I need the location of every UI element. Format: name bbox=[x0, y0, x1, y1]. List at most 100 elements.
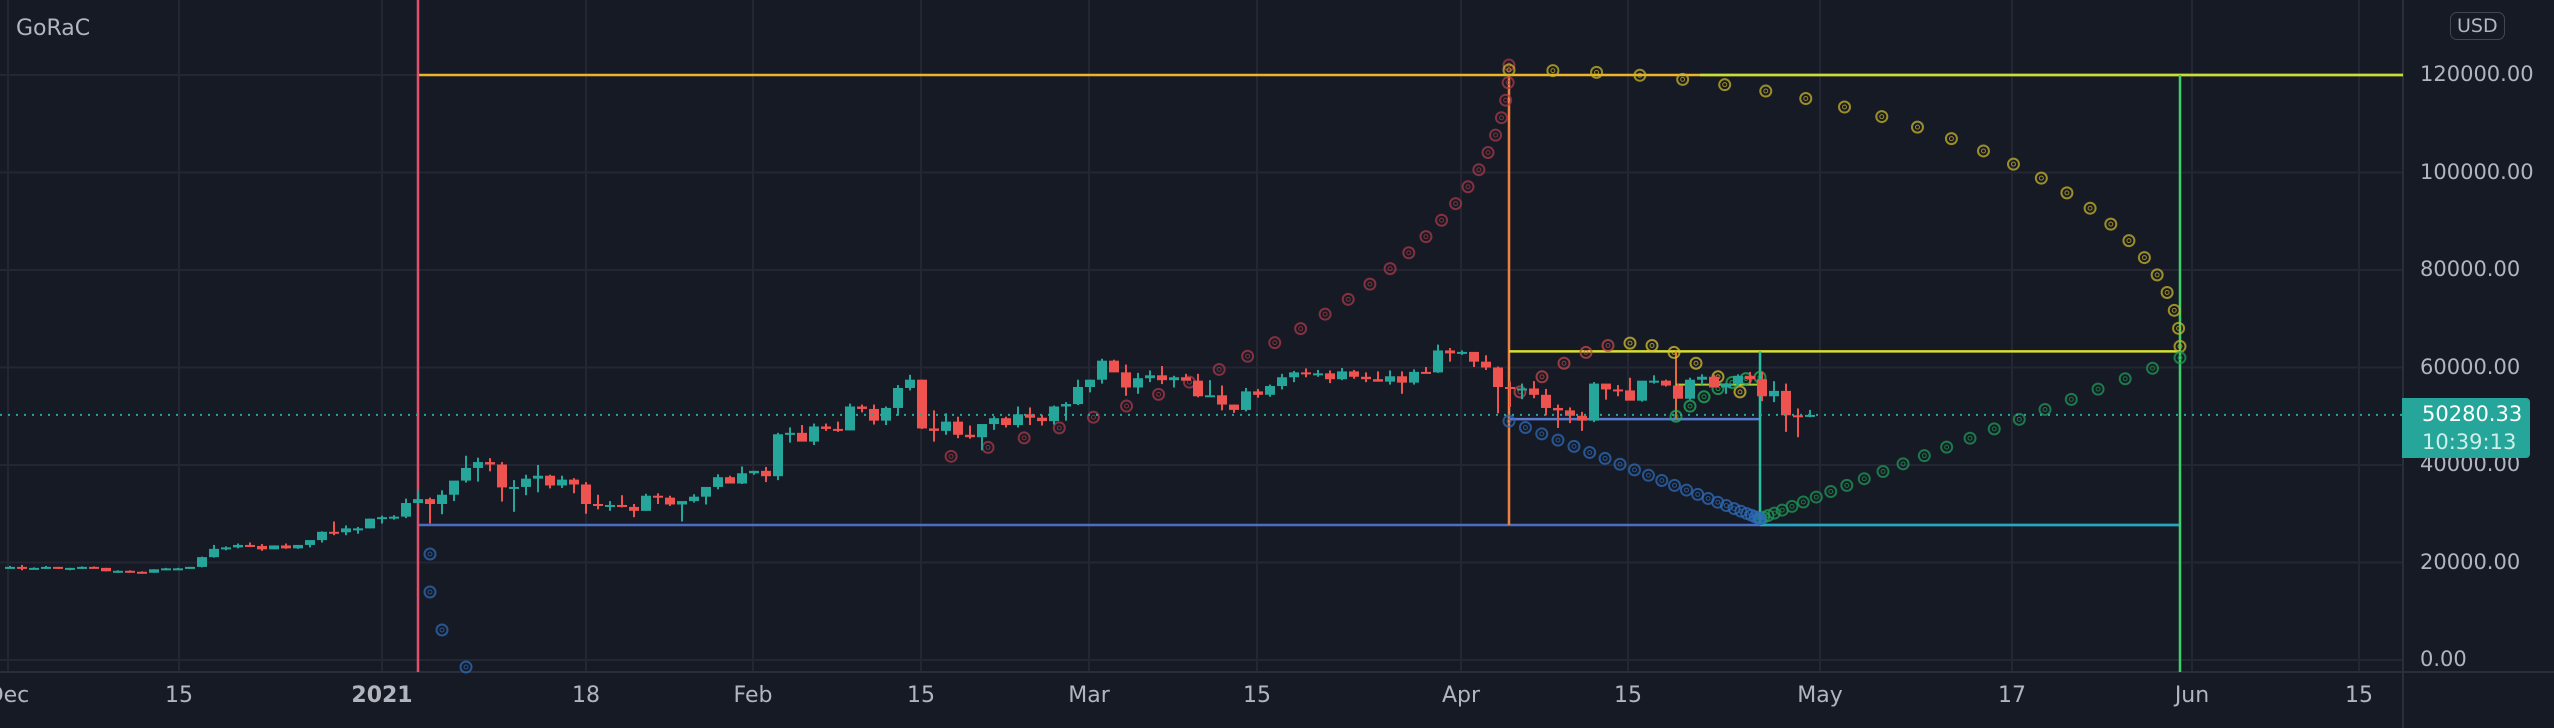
yellow-arc-dot bbox=[2038, 175, 2044, 181]
red-arc-dot bbox=[1461, 180, 1475, 194]
candle-body bbox=[89, 566, 99, 569]
blue-arc-dot bbox=[1535, 427, 1549, 441]
yellow-arc-dot bbox=[1633, 68, 1647, 82]
candle-body bbox=[1217, 395, 1227, 405]
candle-body bbox=[317, 531, 327, 541]
yellow-arc-dot bbox=[2064, 190, 2070, 196]
candle-body bbox=[977, 424, 987, 438]
red-arc-dot bbox=[1341, 292, 1355, 306]
candle-body bbox=[1061, 404, 1071, 407]
inner-arc-dot bbox=[1733, 385, 1747, 399]
yellow-arc-dot bbox=[1914, 124, 1920, 130]
candle-body bbox=[1385, 376, 1395, 382]
inner-arc-dot bbox=[1689, 356, 1703, 370]
blue-arc-dot bbox=[1587, 449, 1593, 455]
green-arc-dot bbox=[1844, 482, 1850, 488]
blue-arc-dot bbox=[1613, 457, 1627, 471]
blue-arc-dot bbox=[1583, 445, 1597, 459]
currency-button[interactable]: USD bbox=[2450, 12, 2505, 40]
red-arc-dot bbox=[1449, 197, 1463, 211]
blue-arc-dot bbox=[1695, 491, 1701, 497]
green-arc-dot bbox=[1940, 440, 1954, 454]
candle-body bbox=[1073, 387, 1083, 405]
candle-body bbox=[665, 497, 675, 505]
candle-body bbox=[677, 501, 687, 505]
candle-body bbox=[761, 470, 771, 477]
green-arc-dot bbox=[2177, 355, 2183, 361]
red-arc-dot bbox=[1021, 435, 1027, 441]
candle-body bbox=[1637, 380, 1647, 401]
candle-body bbox=[269, 545, 279, 550]
inner-green-dot bbox=[1701, 394, 1707, 400]
yellow-arc-dot bbox=[2160, 285, 2174, 299]
green-arc-dot bbox=[2068, 396, 2074, 402]
blue-arc-dot bbox=[1555, 437, 1561, 443]
red-arc-dot bbox=[1090, 414, 1096, 420]
candle-body bbox=[233, 544, 243, 548]
candle-body bbox=[1601, 383, 1611, 390]
blue-arc-dot bbox=[1757, 516, 1763, 522]
red-arc-dot bbox=[1216, 366, 1222, 372]
last-price-value: 50280.33 bbox=[2422, 402, 2523, 426]
candle-body bbox=[17, 566, 27, 569]
candle-body bbox=[1049, 406, 1059, 422]
candle-body bbox=[1109, 360, 1119, 373]
green-arc-dot bbox=[1840, 478, 1854, 492]
green-arc-dot bbox=[2038, 402, 2052, 416]
yellow-arc-dot bbox=[1759, 84, 1773, 98]
green-arc-dot bbox=[1917, 449, 1931, 463]
candle-body bbox=[221, 547, 231, 550]
green-arc-dot bbox=[2012, 412, 2026, 426]
candle-body bbox=[1493, 367, 1503, 387]
candle-body bbox=[1793, 415, 1803, 418]
yellow-arc-dot bbox=[1676, 72, 1690, 86]
candle-body bbox=[569, 479, 579, 485]
red-arc-dot bbox=[1245, 353, 1251, 359]
green-arc-dot bbox=[1963, 431, 1977, 445]
candle-body bbox=[209, 548, 219, 558]
red-arc-dot bbox=[1272, 340, 1278, 346]
candle-body bbox=[509, 486, 519, 489]
candle-body bbox=[125, 570, 135, 573]
red-arc-dot bbox=[985, 444, 991, 450]
candle-body bbox=[1685, 379, 1695, 399]
blue-arc-dot bbox=[1539, 431, 1545, 437]
inner-arc-dot bbox=[1561, 360, 1567, 366]
red-arc-dot bbox=[1472, 163, 1486, 177]
blue-arc-dot bbox=[1727, 502, 1741, 516]
red-arc-dot bbox=[1453, 201, 1459, 207]
blue-arc-dot bbox=[1671, 482, 1677, 488]
blue-arc-dot bbox=[1632, 467, 1637, 473]
candle-body bbox=[1097, 360, 1107, 380]
red-arc-dot bbox=[1017, 431, 1031, 445]
green-arc-dot bbox=[1809, 490, 1823, 504]
candle-body bbox=[1193, 380, 1203, 397]
blue-arc-dot bbox=[1551, 433, 1565, 447]
yellow-arc-dot bbox=[2006, 157, 2020, 171]
candle-body bbox=[737, 473, 747, 484]
inner-arc-dot bbox=[1539, 374, 1545, 380]
yellow-arc-dot bbox=[1502, 63, 1516, 77]
yellow-arc-dot bbox=[1910, 120, 1924, 134]
red-arc-dot bbox=[1086, 410, 1100, 424]
candle-body bbox=[425, 499, 435, 504]
inner-arc-dot bbox=[1605, 343, 1611, 349]
inner-arc-dot bbox=[1667, 345, 1681, 359]
candle-body bbox=[329, 531, 339, 534]
candle-body bbox=[1613, 389, 1623, 392]
candle-body bbox=[473, 462, 483, 468]
candle-body bbox=[485, 462, 495, 465]
yellow-arc-dot bbox=[2154, 272, 2160, 278]
candle-body bbox=[29, 567, 39, 570]
candle-body bbox=[1541, 394, 1551, 408]
red-arc-dot bbox=[1156, 391, 1162, 397]
candle-body bbox=[197, 557, 207, 567]
candle-body bbox=[1757, 379, 1767, 397]
red-arc-dot bbox=[1423, 234, 1429, 240]
candle-body bbox=[1025, 414, 1035, 418]
candle-body bbox=[1253, 391, 1263, 395]
yellow-arc-dot bbox=[2176, 325, 2182, 331]
green-arc-dot bbox=[1880, 469, 1886, 475]
candle-body bbox=[1421, 371, 1431, 374]
